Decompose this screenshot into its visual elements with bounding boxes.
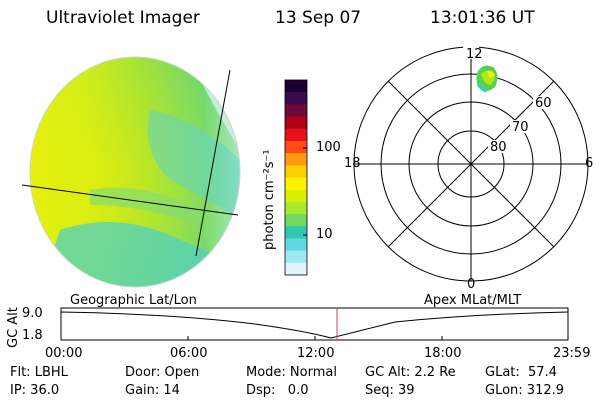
x-tick-0000: 00:00 <box>45 346 83 361</box>
y-tick-9: 9.0 <box>22 306 43 321</box>
mode-status: Mode: Normal <box>246 365 337 380</box>
date-label: 13 Sep 07 <box>275 8 362 28</box>
apex-label: Apex MLat/MLT <box>424 293 522 308</box>
gain-status: Gain: 14 <box>125 383 180 398</box>
glon-status: GLon: 312.9 <box>485 383 565 398</box>
colorbar-segment <box>285 153 307 166</box>
colorbar-segment <box>285 104 307 118</box>
colorbar-segment <box>285 177 307 191</box>
app-title: Ultraviolet Imager <box>46 8 200 28</box>
glat-status: GLat: 57.4 <box>485 365 557 380</box>
x-tick-0600: 06:00 <box>170 346 208 361</box>
mlat-label-70: 70 <box>512 120 529 135</box>
x-tick-1200: 12:00 <box>297 346 335 361</box>
colorbar-segment <box>285 165 307 178</box>
uv-globe-image <box>21 56 241 288</box>
latitude-line <box>21 184 239 216</box>
colorbar-segment <box>285 262 307 276</box>
colorbar-segment <box>285 128 307 142</box>
y-tick-1-8: 1.8 <box>22 328 43 343</box>
longitude-line <box>195 69 231 257</box>
color-scale-bar <box>284 79 308 276</box>
mlat-label-80: 80 <box>490 140 507 155</box>
door-status: Door: Open <box>125 365 200 380</box>
x-tick-2359: 23:59 <box>553 346 591 361</box>
colorbar-segment <box>285 238 307 252</box>
mlat-label-60: 60 <box>535 96 552 111</box>
geographic-label: Geographic Lat/Lon <box>70 293 197 308</box>
altitude-timeline-plot <box>60 307 569 341</box>
mlt-label-18: 18 <box>344 156 361 171</box>
colorbar-segment <box>285 140 307 154</box>
x-tick-1800: 18:00 <box>424 346 462 361</box>
ip-status: IP: 36.0 <box>10 383 60 398</box>
time-label: 13:01:36 UT <box>430 8 535 28</box>
colorbar-segment <box>285 80 307 93</box>
polar-plot: 12 18 6 0 60 70 80 <box>344 46 593 292</box>
filter-status: Flt: LBHL <box>10 365 68 380</box>
gc-alt-status: GC Alt: 2.2 Re <box>365 365 456 380</box>
colorbar-segment <box>285 92 307 105</box>
colorbar-segment <box>285 250 307 264</box>
colorbar-segment <box>285 201 307 215</box>
dsp-status: Dsp: 0.0 <box>246 383 309 398</box>
seq-status: Seq: 39 <box>365 383 415 398</box>
mlt-label-0: 0 <box>467 277 475 292</box>
colorbar-units-label: photon cm⁻²s⁻¹ <box>262 149 277 250</box>
gc-alt-axis-title: GC Alt <box>6 307 21 348</box>
colorbar-segment <box>285 189 307 203</box>
colorbar-tick-10: 10 <box>316 227 333 242</box>
colorbar-segment <box>285 116 307 130</box>
colorbar-segment <box>285 214 307 227</box>
mlt-label-6: 6 <box>585 156 593 171</box>
mlt-label-12: 12 <box>466 47 483 62</box>
colorbar-tick-100: 100 <box>316 140 341 155</box>
colorbar-segment <box>285 226 307 239</box>
